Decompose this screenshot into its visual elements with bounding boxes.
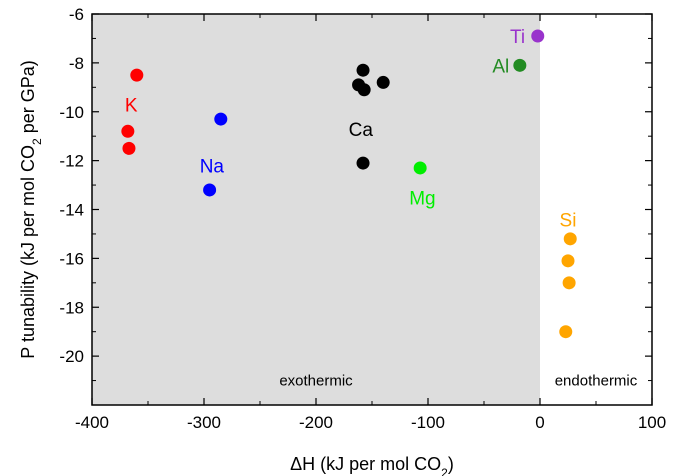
point-k [121, 124, 135, 138]
regions [92, 14, 652, 405]
point-mg [413, 161, 427, 175]
group-label-k: K [125, 95, 138, 116]
tick-labels: -400 -300 -200 -100 0 100 -20 -18 -16 -14 -12 -10 -8… [59, 5, 666, 432]
x-axis-label-suffix: ) [448, 454, 454, 474]
point-si [563, 232, 577, 246]
region-exothermic [92, 14, 540, 405]
y-tick-label: -6 [69, 5, 84, 24]
x-tick-label: -400 [75, 413, 109, 432]
x-axis-label-sub: 2 [441, 466, 448, 476]
point-si [561, 254, 575, 268]
y-tick-label: -12 [59, 152, 84, 171]
y-tick-label: -18 [59, 298, 84, 317]
group-label-al: Al [492, 56, 509, 77]
point-al [513, 58, 527, 72]
x-tick-label: -300 [187, 413, 221, 432]
x-tick-label: 100 [638, 413, 666, 432]
point-k [122, 141, 136, 155]
x-tick-label: -200 [299, 413, 333, 432]
point-ca [356, 156, 370, 170]
y-tick-label: -14 [59, 201, 84, 220]
x-axis-label-prefix: ΔH (kJ per mol CO [290, 454, 441, 474]
point-na [203, 183, 217, 197]
x-tick-label: 0 [535, 413, 544, 432]
point-ca [376, 75, 390, 89]
point-ca [356, 63, 370, 77]
y-tick-label: -16 [59, 249, 84, 268]
group-label-ti: Ti [510, 27, 525, 48]
y-tick-label: -8 [69, 54, 84, 73]
y-tick-label: -20 [59, 347, 84, 366]
plot-frame [91, 13, 653, 406]
point-ti [531, 29, 545, 43]
group-label-ca: Ca [349, 120, 374, 141]
region-label-exothermic: exothermic [279, 372, 353, 389]
y-axis-label-sub: 2 [30, 138, 44, 145]
y-axis-label-suffix: per GPa) [18, 60, 38, 138]
point-na [214, 112, 228, 126]
group-label-na: Na [200, 157, 225, 178]
y-axis-label: P tunability (kJ per mol CO2 per GPa) [18, 60, 44, 358]
x-tick-label: -100 [411, 413, 445, 432]
y-axis-label-prefix: P tunability (kJ per mol CO [18, 145, 38, 359]
group-label-mg: Mg [409, 188, 435, 209]
region-label-endothermic: endothermic [555, 372, 638, 389]
point-si [562, 276, 576, 290]
point-si [559, 325, 573, 339]
data-points [121, 29, 577, 339]
x-axis-label: ΔH (kJ per mol CO2) [290, 454, 454, 476]
region-endothermic [540, 14, 652, 405]
y-tick-label: -10 [59, 103, 84, 122]
region-labels: exothermic endothermic [279, 372, 637, 389]
point-k [130, 68, 144, 82]
group-label-si: Si [560, 210, 577, 231]
point-ca [357, 83, 371, 97]
